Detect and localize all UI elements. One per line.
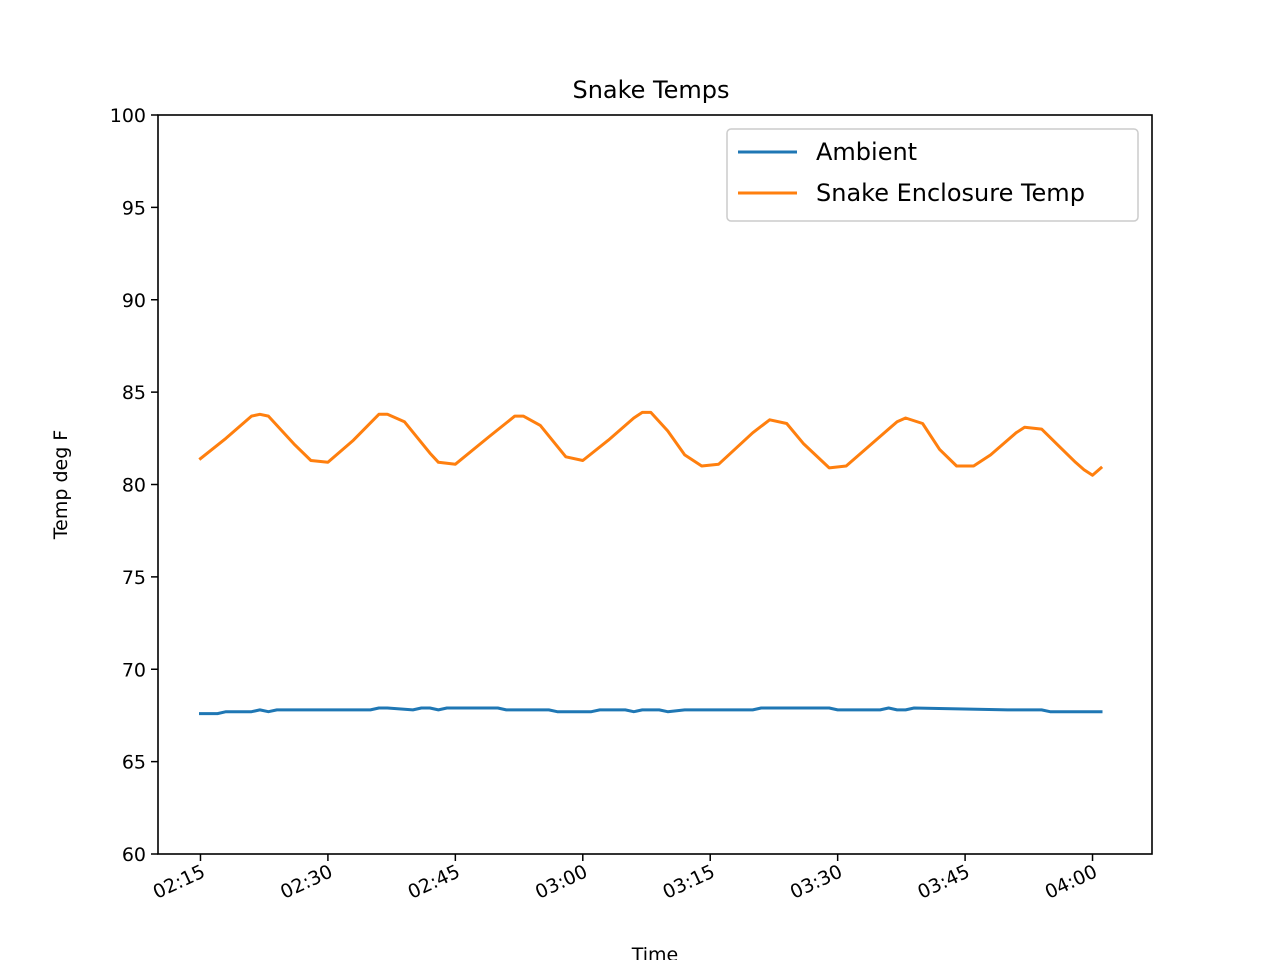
y-tick-label: 70 (122, 659, 146, 681)
series-line (198, 410, 1104, 477)
x-axis-label: Time (631, 944, 679, 960)
legend-label: Ambient (816, 138, 917, 166)
y-tick-label: 75 (122, 567, 146, 589)
chart-title: Snake Temps (572, 76, 729, 104)
legend-box (726, 128, 1139, 222)
legend: Ambient Snake Enclosure Temp (726, 128, 1139, 222)
y-tick-label: 65 (122, 752, 146, 774)
series-lines (198, 410, 1104, 716)
series-line (199, 706, 1103, 716)
y-axis-label: Temp deg F (50, 430, 72, 540)
y-tick-label: 85 (122, 382, 146, 404)
plot-frame (157, 114, 1153, 855)
y-tick-label: 100 (110, 105, 146, 127)
y-ticks: 60 65 70 75 80 85 90 95 100 (110, 105, 158, 866)
y-tick-label: 90 (122, 290, 146, 312)
y-tick-label: 80 (122, 475, 146, 497)
y-tick-label: 60 (122, 844, 146, 866)
y-tick-label: 95 (122, 197, 146, 219)
legend-label: Snake Enclosure Temp (816, 179, 1085, 207)
